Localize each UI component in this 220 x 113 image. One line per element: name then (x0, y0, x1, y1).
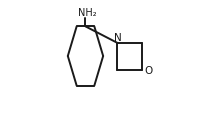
Text: N: N (114, 33, 121, 43)
Text: O: O (144, 66, 152, 76)
Text: NH₂: NH₂ (78, 8, 97, 18)
